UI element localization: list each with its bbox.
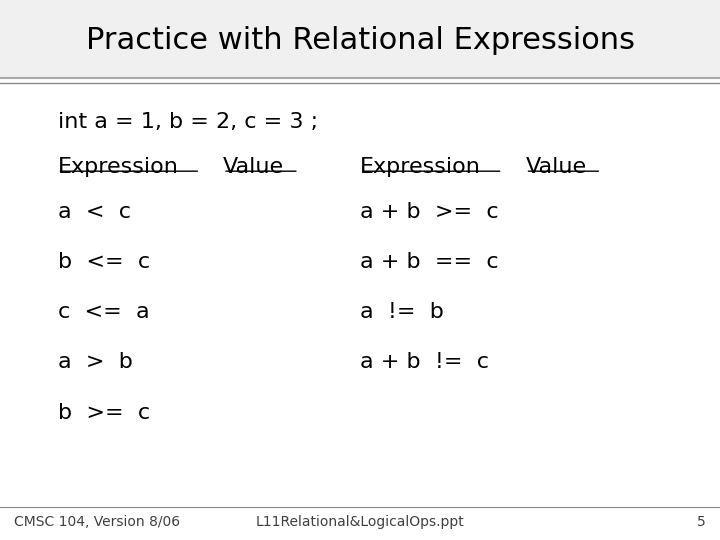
Text: b  <=  c: b <= c [58,252,150,272]
Text: b  >=  c: b >= c [58,402,150,423]
Text: Practice with Relational Expressions: Practice with Relational Expressions [86,26,634,55]
Text: Expression: Expression [58,157,179,178]
Text: a  <  c: a < c [58,201,130,222]
Text: a + b  !=  c: a + b != c [360,352,489,373]
Text: c  <=  a: c <= a [58,302,149,322]
Text: L11Relational&LogicalOps.ppt: L11Relational&LogicalOps.ppt [256,515,464,529]
Text: int a = 1, b = 2, c = 3 ;: int a = 1, b = 2, c = 3 ; [58,111,318,132]
Text: CMSC 104, Version 8/06: CMSC 104, Version 8/06 [14,515,181,529]
Text: a  !=  b: a != b [360,302,444,322]
Text: Value: Value [526,157,587,178]
Text: a + b  ==  c: a + b == c [360,252,499,272]
Text: a + b  >=  c: a + b >= c [360,201,499,222]
Text: Value: Value [223,157,284,178]
Text: Expression: Expression [360,157,481,178]
Text: a  >  b: a > b [58,352,132,373]
FancyBboxPatch shape [0,0,720,78]
Text: 5: 5 [697,515,706,529]
